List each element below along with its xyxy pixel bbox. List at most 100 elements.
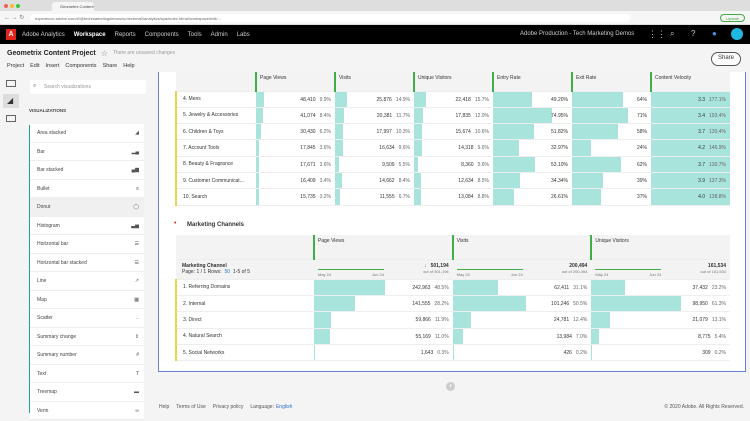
table-row[interactable]: 3. Direct 59,866 11.9% 24,781 12.4% 21,079 13.… [175,311,730,329]
row-label[interactable]: 2. Internal [175,295,314,313]
column-header-page-views[interactable]: Page Views [255,72,335,92]
viz-item-venn[interactable]: Venn ∞ [30,401,144,420]
maximize-window-button[interactable] [16,4,20,8]
search-icon[interactable]: ⌕ [670,29,675,38]
nav-admin[interactable]: Admin [210,31,228,38]
panels-icon[interactable] [6,80,16,87]
components-icon[interactable] [6,115,16,122]
search-visualizations-input[interactable]: Search visualizations [30,80,146,94]
update-button[interactable]: Update [720,14,745,22]
table-row[interactable]: 5. Social Networks 1,643 0.3% 426 0.2% 309 0.2… [175,344,730,362]
project-title[interactable]: Geometrix Content Project [7,49,96,57]
row-label[interactable]: 4. Mens [175,91,256,108]
viz-item-treemap[interactable]: Treemap ▬ [30,383,144,402]
column-header-entry-rate[interactable]: Entry Rate [492,72,572,92]
dimension-label[interactable]: Marketing Channel [182,263,227,269]
menu-project[interactable]: Project [7,62,25,69]
avatar[interactable] [731,28,743,40]
table-row[interactable]: 7. Account Tools 17,845 3.6% 16,634 9.6% 14,3… [175,139,730,157]
viz-item-summary-change[interactable]: Summary change ⇕ [30,327,144,346]
metric-cell: 26.61% [493,188,572,206]
menu-help[interactable]: Help [123,62,135,69]
viz-item-scatter[interactable]: Scatter ∴ [30,309,144,328]
column-header-page-views[interactable]: Page Views [313,235,453,260]
nav-components[interactable]: Components [144,31,179,38]
column-summary: May 24 Jun 24 161,534 out of 161,534 [591,259,730,280]
column-header-unique-visitors[interactable]: Unique Visitors [413,72,493,92]
metric-cell: 17,835 12.0% [414,107,493,125]
percent: 23.2% [711,284,726,291]
minimize-window-button[interactable] [10,4,14,8]
menu-components[interactable]: Components [65,62,97,69]
url-input[interactable]: experience.adobe.com/#/@techmarketingdem… [30,14,630,22]
row-label[interactable]: 7. Account Tools [175,139,256,157]
percent: 0.2% [714,350,726,357]
help-icon[interactable]: ? [691,29,696,38]
footer-help-link[interactable]: Help [159,404,170,410]
viz-item-histogram[interactable]: Histogram ▃▅ [30,216,144,235]
nav-reports[interactable]: Reports [114,31,136,38]
row-label[interactable]: 8. Beauty & Fragrance [175,156,256,173]
row-label[interactable]: 3. Direct [175,311,314,329]
table-row[interactable]: 4. Natural Search 55,169 11.0% 13,984 7.0% 8,… [175,328,730,346]
viz-item-text[interactable]: Text T [30,364,144,383]
row-label[interactable]: 6. Children & Toys [175,123,256,141]
viz-item-label: Line [37,278,47,284]
table-row[interactable]: 2. Internal 141,555 28.2% 101,246 50.5% 98,95… [175,295,730,313]
viz-item-horizontal-bar[interactable]: Horizontal bar ☰ [30,235,144,254]
table-row[interactable]: 5. Jewelry & Accessories 41,074 8.4% 20,381… [175,107,730,125]
metric-value: 8,360 5.6% [461,162,489,168]
collapse-dot-icon[interactable]: • [174,220,177,227]
footer-terms-link[interactable]: Terms of Use [176,404,206,410]
nav-labs[interactable]: Labs [236,31,250,38]
table-row[interactable]: 8. Beauty & Fragrance 17,671 3.6% 9,509 5.5%… [175,156,730,173]
back-forward-icon[interactable]: ← → ↻ [4,15,25,21]
org-switcher[interactable]: Adobe Production - Tech Marketing Demos [520,31,635,37]
viz-item-map[interactable]: Map ▦ [30,290,144,309]
notifications-icon[interactable]: ● [712,29,717,38]
row-label[interactable]: 9. Customer Communicat... [175,172,256,190]
share-button[interactable]: Share [711,52,741,66]
menu-insert[interactable]: Insert [45,62,60,69]
nav-tools[interactable]: Tools [187,31,202,38]
row-label[interactable]: 10. Search [175,188,256,206]
apps-grid-icon[interactable]: ⋮⋮ [648,29,666,39]
viz-item-bar[interactable]: Bar ▂▄ [30,142,144,161]
nav-workspace[interactable]: Workspace [73,31,106,38]
language-select[interactable]: English [275,404,293,410]
table-row[interactable]: 6. Children & Toys 30,430 6.2% 17,997 10.3% 1… [175,123,730,141]
add-panel-button[interactable]: + [446,382,455,391]
close-window-button[interactable] [4,4,8,8]
column-header-visits[interactable]: Visits [334,72,414,92]
viz-item-donut[interactable]: Donut ◯ [30,198,144,217]
table-title[interactable]: Marketing Channels [187,222,245,228]
favorite-star-icon[interactable]: ☆ [100,48,108,58]
sort-arrow-icon[interactable]: ↓ [424,262,427,269]
footer-privacy-link[interactable]: Privacy policy [212,404,244,410]
row-label[interactable]: 5. Jewelry & Accessories [175,107,256,125]
table-row[interactable]: 9. Customer Communicat... 16,409 3.4% 14,66… [175,172,730,190]
browser-tab[interactable]: Geometrix Content Project [52,2,94,11]
menu-edit[interactable]: Edit [30,62,40,69]
metric-value: 11,555 6.7% [380,194,410,200]
row-label[interactable]: 4. Natural Search [175,328,314,346]
viz-item-bar-stacked[interactable]: Bar stacked ▄▆ [30,161,144,180]
column-header-visits[interactable]: Visits [451,235,592,260]
viz-item-horizontal-bar-stacked[interactable]: Horizontal bar stacked ☰ [30,253,144,272]
table-row[interactable]: 4. Mens 48,410 9.9% 25,876 14.9% 22,418 15.7% 4… [175,91,730,108]
column-header-unique-visitors[interactable]: Unique Visitors [590,235,730,260]
metric-bar [572,172,603,188]
row-label[interactable]: 5. Social Networks [175,344,314,362]
rows-count-select[interactable]: 50 [224,269,231,275]
table-row[interactable]: 1. Referring Domains 242,963 48.5% 62,411 31… [175,279,730,296]
visualizations-icon[interactable]: ◢ [3,94,19,108]
table-row[interactable]: 10. Search 15,735 3.2% 11,555 6.7% 13,084 8.8%… [175,188,730,206]
column-header-content-velocity[interactable]: Content Velocity [650,72,730,92]
menu-share[interactable]: Share [102,62,118,69]
viz-item-summary-number[interactable]: Summary number # [30,346,144,365]
viz-item-bullet[interactable]: Bullet ≡ [30,179,144,198]
viz-item-area-stacked[interactable]: Area stacked ◢ [30,124,144,143]
column-header-exit-rate[interactable]: Exit Rate [571,72,651,92]
row-label[interactable]: 1. Referring Domains [175,279,314,296]
viz-item-line[interactable]: Line ↗ [30,272,144,291]
